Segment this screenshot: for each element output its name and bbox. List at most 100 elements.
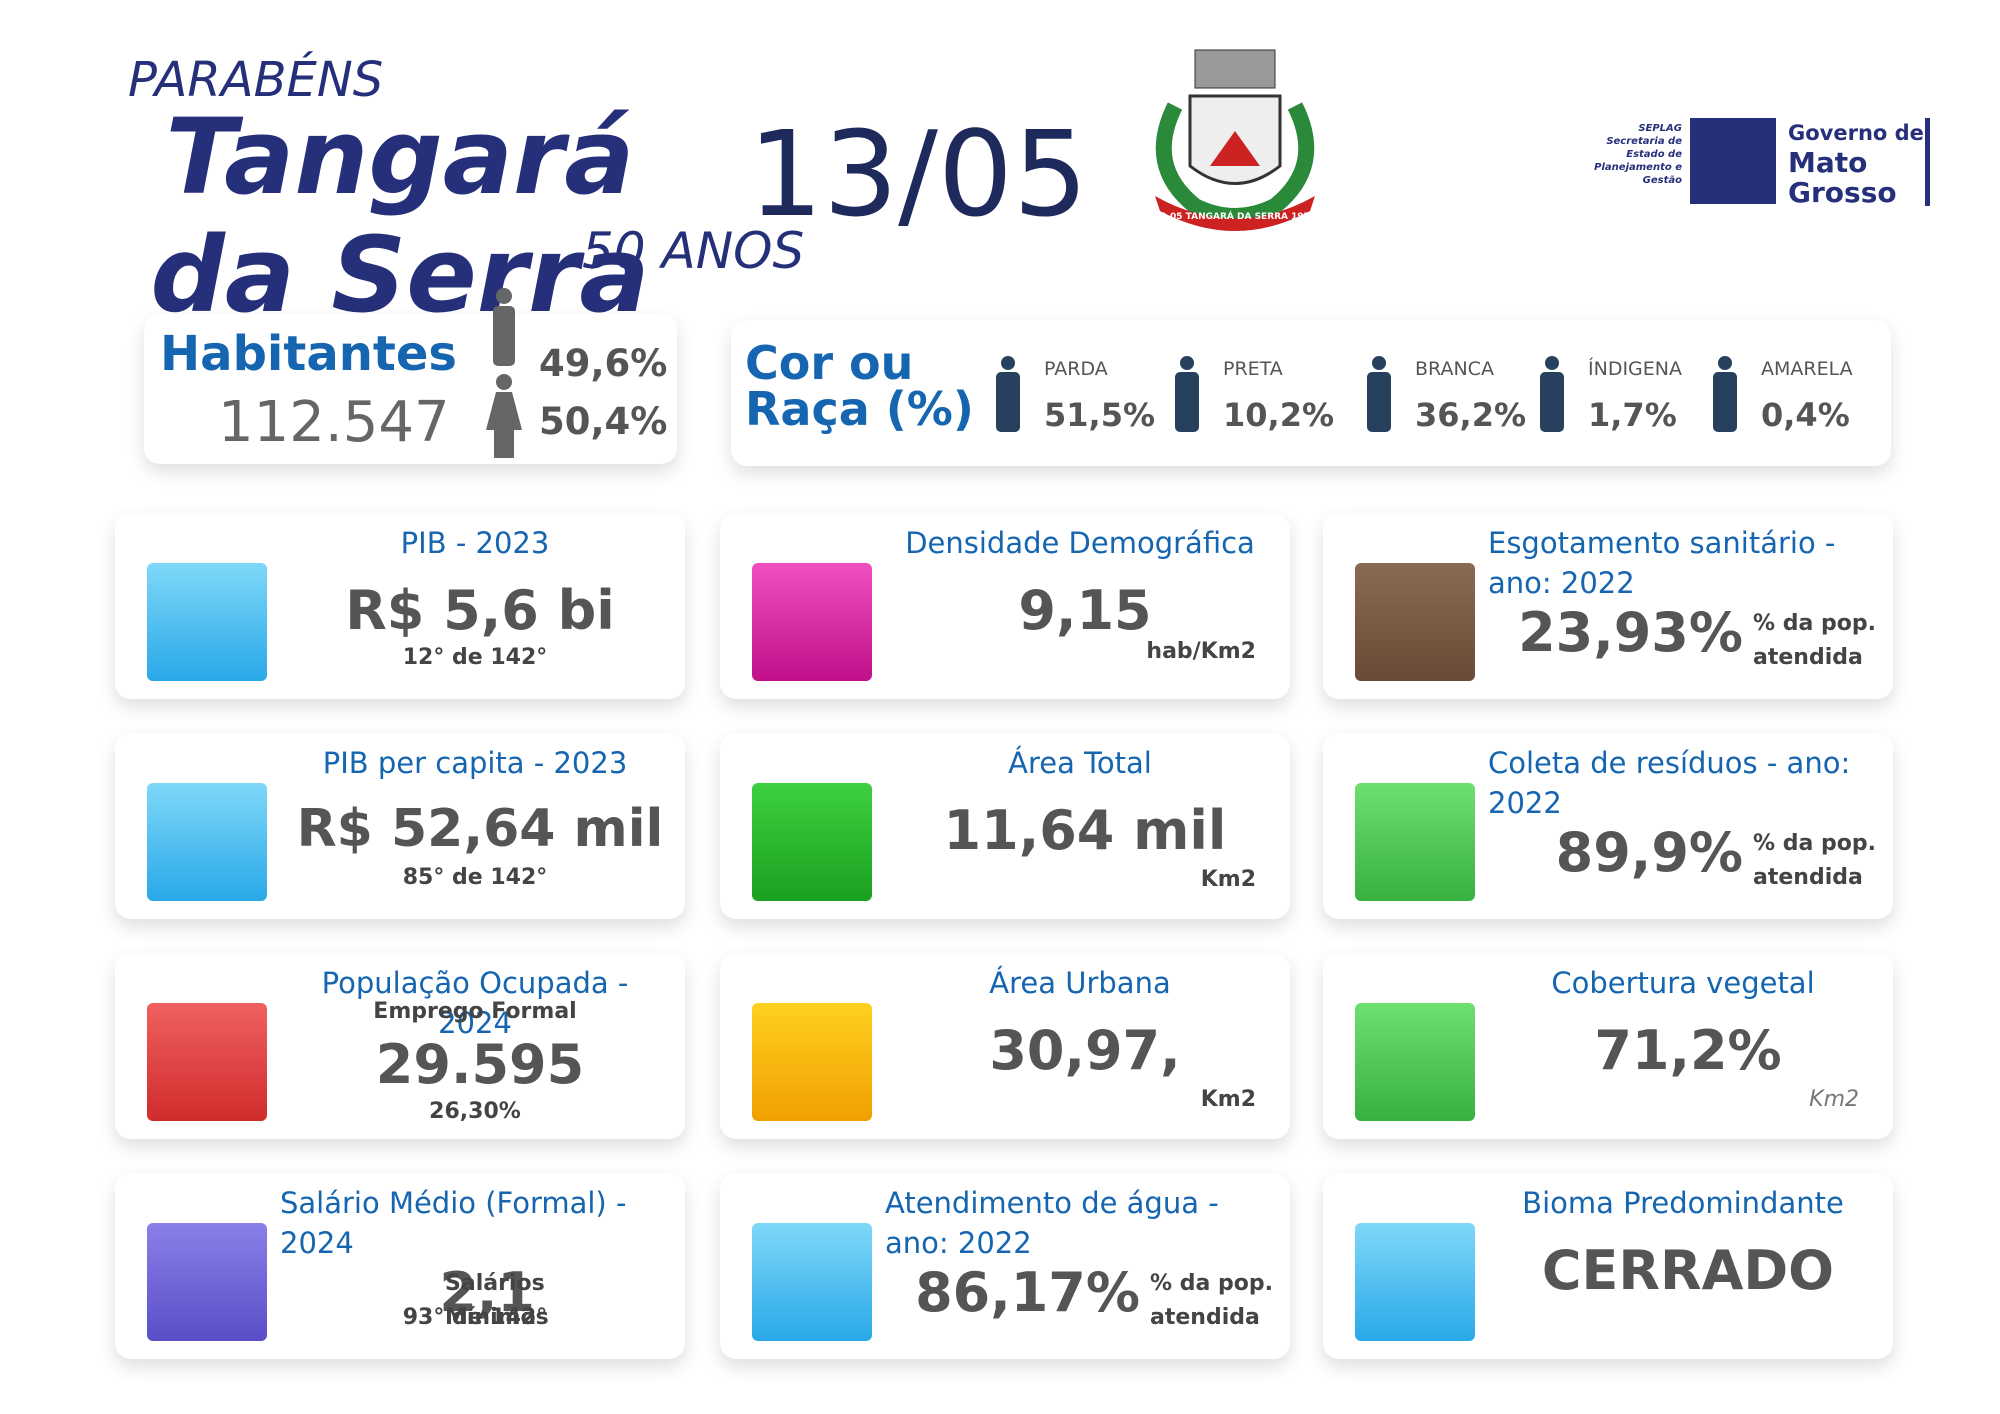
stat-card: PIB - 2023 R$ 5,6 bi 12° de 142° [115,513,685,699]
laurel [1155,102,1315,224]
male-share: 49,6% [539,342,668,385]
person-icon [1173,356,1201,436]
card-icon [147,1223,267,1341]
card-icon [147,1003,267,1121]
agency: SEPLAG [1638,123,1682,134]
race-value: 1,7% [1588,396,1677,434]
stat-card: Bioma Predomindante CERRADO [1323,1173,1893,1359]
race-value: 51,5% [1044,396,1156,434]
race-box: Cor ou Raça (%) PARDA 51,5% PRETA 10,2% BRAN… [731,320,1891,466]
card-icon [147,563,267,681]
card-note: % da pop. atendida [1150,1271,1273,1330]
card-icon [1355,1003,1475,1121]
card-icon [752,563,872,681]
card-subtitle: Emprego Formal [373,999,577,1024]
female-icon [486,374,522,458]
gov-bar [1925,118,1930,206]
card-title: Esgotamento sanitário - ano: 2022 [1488,526,1836,600]
card-title: Coleta de resíduos - ano: 2022 [1488,746,1851,820]
card-title: Bioma Predomindante [1522,1186,1844,1220]
gov-line1: Governo de [1788,121,1924,145]
stat-card: Área Urbana 30,97, Km2 [720,953,1290,1139]
stat-card: Área Total 11,64 mil Km2 [720,733,1290,919]
agency-block: SEPLAG Secretaria de Estado de Planejame… [1590,122,1682,187]
card-unit: hab/Km2 [1146,639,1256,664]
card-value: 30,97, [989,1019,1181,1082]
card-value: 29.595 [375,1033,585,1096]
stat-card: Atendimento de água - ano: 2022 86,17%% d… [720,1173,1290,1359]
person-icon [1711,356,1739,436]
race-title: Cor ou Raça (%) [745,336,974,436]
card-rank: 93° de 142° [402,1305,548,1330]
card-value: CERRADO [1541,1239,1835,1302]
card-title: Densidade Demográfica [905,526,1255,560]
card-rank: 85° de 142° [402,865,548,890]
person-icon [1365,356,1393,436]
card-rank: 12° de 142° [402,645,548,670]
race-label: PARDA [1044,358,1108,380]
card-unit: Km2 [1809,1087,1859,1112]
card-rank: 26,30% [429,1099,521,1124]
race-label: AMARELA [1761,358,1853,380]
date: 13/05 [748,105,1089,243]
person-icon [1538,356,1566,436]
card-value: 23,93% [1518,601,1743,664]
stat-card: Coleta de resíduos - ano: 2022 89,9%% da … [1323,733,1893,919]
card-icon [752,1223,872,1341]
gov-block: Governo de Mato Grosso [1788,118,1924,208]
card-title: Área Total [1008,746,1152,780]
card-title: PIB per capita - 2023 [322,746,628,780]
race-label: PRETA [1223,358,1283,380]
population-total: 112.547 [218,390,450,455]
card-title: PIB - 2023 [400,526,550,560]
card-icon [1355,783,1475,901]
crown [1194,49,1276,89]
card-unit: Km2 [1200,1087,1256,1112]
stat-card: Densidade Demográfica 9,15 hab/Km2 [720,513,1290,699]
card-value: 89,9% [1555,821,1743,884]
ribbon [1155,196,1315,231]
card-title: Cobertura vegetal [1551,966,1815,1000]
card-value: R$ 52,64 mil [296,799,664,859]
card-value: 2,1 [439,1261,535,1324]
card-value: R$ 5,6 bi [345,579,615,642]
race-label: ÍNDIGENA [1588,358,1682,380]
card-icon [147,783,267,901]
mountain [1210,131,1260,166]
race-label: BRANCA [1415,358,1494,380]
card-value: 9,15 [1018,579,1152,642]
male-icon [493,288,515,366]
card-value: 71,2% [1594,1019,1782,1082]
card-icon [752,1003,872,1121]
race-value: 0,4% [1761,396,1850,434]
gov-seal [1690,118,1776,204]
card-value: 86,17% [915,1261,1140,1324]
card-icon [752,783,872,901]
female-share: 50,4% [539,400,668,443]
card-note: % da pop. atendida [1753,611,1876,670]
card-note: % da pop. atendida [1753,831,1876,890]
ribbon-text: 13-05 TANGARÁ DA SERRA 1976 [1154,210,1316,222]
stat-card: Salário Médio (Formal) - 2024 2,1 Salários… [115,1173,685,1359]
stat-card: Esgotamento sanitário - ano: 2022 23,93%%… [1323,513,1893,699]
stat-card: Cobertura vegetal 71,2% Km2 [1323,953,1893,1139]
card-value: 11,64 mil [943,799,1227,862]
coat-of-arms: 13-05 TANGARÁ DA SERRA 1976 [1154,49,1316,231]
card-unit: Km2 [1200,867,1256,892]
gov-line2: Mato Grosso [1788,146,1897,209]
greeting: PARABÉNS [128,52,384,108]
race-value: 36,2% [1415,396,1527,434]
agency-name: Secretaria de Estado de Planejamento e G… [1594,136,1682,186]
anniversary: 50 ANOS [582,222,805,280]
card-title: Salário Médio (Formal) - 2024 [280,1186,627,1260]
card-title: Área Urbana [989,966,1171,1000]
city-name: Tangará da Serra [150,96,650,336]
card-note: Salários Mínimos [445,1271,549,1330]
person-icon [994,356,1022,436]
population-title: Habitantes [160,326,457,382]
card-title: Atendimento de água - ano: 2022 [885,1186,1219,1260]
card-icon [1355,563,1475,681]
card-icon [1355,1223,1475,1341]
population-box: Habitantes 112.547 49,6% 50,4% [144,288,677,464]
